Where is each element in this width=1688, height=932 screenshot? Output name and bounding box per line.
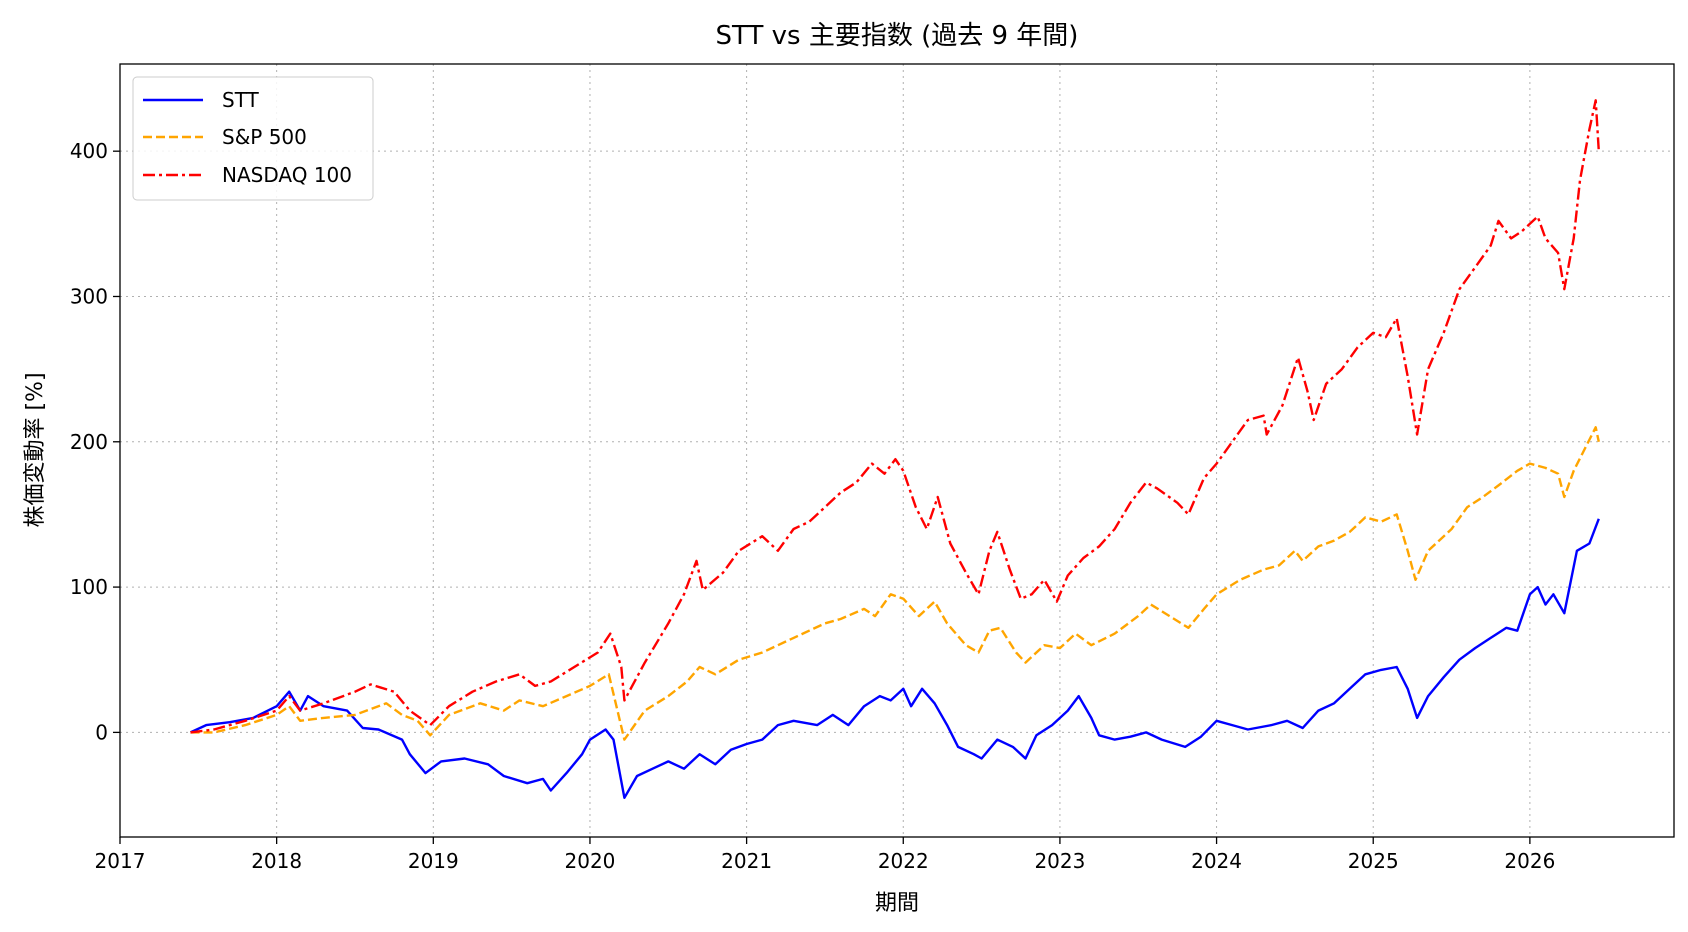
x-tick-label: 2023 xyxy=(1034,849,1085,873)
series-layer xyxy=(189,99,1600,799)
y-tick-label: 300 xyxy=(70,284,108,308)
x-tick-label: 2017 xyxy=(95,849,146,873)
series-line-nasdaq100 xyxy=(190,99,1600,734)
x-axis-title: 期間 xyxy=(875,891,919,916)
x-tick-label: 2021 xyxy=(721,849,772,873)
legend-label-nasdaq100: NASDAQ 100 xyxy=(222,163,352,187)
chart-title: STT vs 主要指数 (過去 9 年間) xyxy=(716,21,1079,51)
grid xyxy=(120,64,1674,837)
series-line-sp500 xyxy=(190,426,1600,741)
series-line-stt xyxy=(189,518,1600,799)
legend: STT S&P 500 NASDAQ 100 xyxy=(132,76,374,201)
y-axis: 0 100 200 300 400 xyxy=(70,139,120,744)
x-tick-label: 2026 xyxy=(1504,849,1555,873)
y-tick-label: 200 xyxy=(70,430,108,454)
x-tick-label: 2022 xyxy=(878,849,929,873)
x-tick-label: 2019 xyxy=(408,849,459,873)
legend-box xyxy=(132,76,374,201)
x-tick-label: 2018 xyxy=(251,849,302,873)
plot-frame xyxy=(119,63,1675,838)
legend-label-sp500: S&P 500 xyxy=(222,125,307,149)
y-tick-label: 100 xyxy=(70,575,108,599)
y-tick-label: 400 xyxy=(70,139,108,163)
legend-label-stt: STT xyxy=(222,88,260,112)
x-tick-label: 2020 xyxy=(565,849,616,873)
x-axis: 2017 2018 2019 2020 2021 2022 2023 2024 2025 2026 xyxy=(95,837,1555,873)
x-tick-label: 2024 xyxy=(1191,849,1242,873)
x-tick-label: 2025 xyxy=(1348,849,1399,873)
y-tick-label: 0 xyxy=(95,720,108,744)
y-axis-title: 株価変動率 [%] xyxy=(23,372,48,527)
